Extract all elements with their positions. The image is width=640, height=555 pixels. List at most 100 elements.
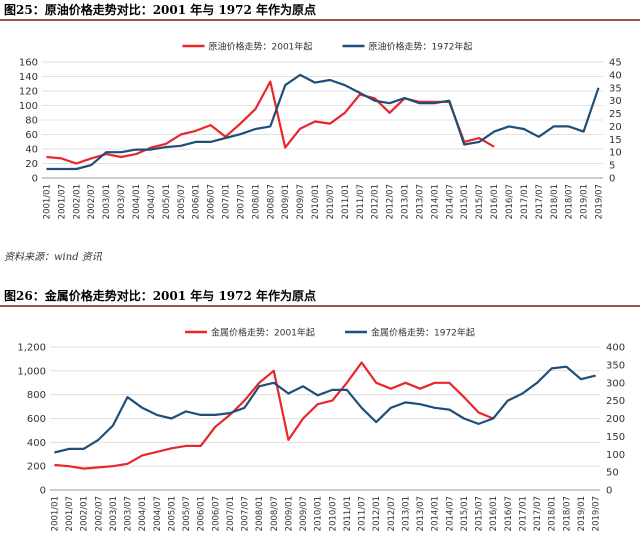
y-tick-label: 160 bbox=[19, 58, 38, 69]
y2-tick-label: 20 bbox=[609, 122, 622, 133]
y2-tick-label: 40 bbox=[609, 70, 622, 81]
y2-tick-label: 0 bbox=[609, 174, 615, 185]
x-tick-label: 2002/01 bbox=[72, 184, 82, 219]
y2-tick-label: 5 bbox=[609, 161, 615, 172]
x-tick-label: 2010/01 bbox=[314, 496, 324, 531]
x-tick-label: 2011/01 bbox=[341, 184, 351, 219]
series-line bbox=[54, 361, 494, 470]
x-tick-label: 2018/01 bbox=[550, 184, 560, 219]
x-tick-label: 2015/07 bbox=[475, 184, 485, 219]
x-tick-label: 2003/07 bbox=[124, 496, 134, 531]
y-tick-label: 0 bbox=[32, 174, 38, 185]
x-tick-label: 2003/01 bbox=[109, 496, 119, 531]
x-tick-label: 2018/07 bbox=[562, 496, 572, 531]
x-tick-label: 2005/01 bbox=[167, 496, 177, 531]
y-tick-label: 200 bbox=[27, 462, 46, 473]
series-line bbox=[46, 73, 600, 171]
x-tick-label: 2008/07 bbox=[266, 184, 276, 219]
x-tick-label: 2012/01 bbox=[371, 184, 381, 219]
x-tick-label: 2001/07 bbox=[57, 184, 67, 219]
x-tick-label: 2009/01 bbox=[284, 496, 294, 531]
x-tick-label: 2011/07 bbox=[356, 184, 366, 219]
y-tick-label: 0 bbox=[40, 486, 46, 497]
y-tick-label: 40 bbox=[25, 145, 38, 156]
y-tick-label: 80 bbox=[25, 116, 38, 127]
x-tick-label: 2010/07 bbox=[328, 496, 338, 531]
x-tick-label: 2013/01 bbox=[401, 496, 411, 531]
x-tick-label: 2016/01 bbox=[490, 184, 500, 219]
x-tick-label: 2002/07 bbox=[94, 496, 104, 531]
legend-label: 金属价格走势：1972年起 bbox=[371, 327, 475, 339]
x-tick-label: 2004/01 bbox=[132, 184, 142, 219]
y2-tick-label: 250 bbox=[606, 396, 625, 407]
x-tick-label: 2014/01 bbox=[430, 184, 440, 219]
x-tick-label: 2002/01 bbox=[80, 496, 90, 531]
figure-title: 图26：金属价格走势对比：2001 年与 1972 年作为原点 bbox=[4, 288, 316, 303]
x-tick-label: 2019/01 bbox=[577, 496, 587, 531]
x-tick-label: 2007/01 bbox=[222, 184, 232, 219]
x-tick-label: 2007/01 bbox=[226, 496, 236, 531]
x-tick-label: 2008/01 bbox=[251, 184, 261, 219]
x-tick-label: 2005/01 bbox=[162, 184, 172, 219]
x-tick-label: 2014/07 bbox=[445, 184, 455, 219]
y2-tick-label: 10 bbox=[609, 148, 622, 159]
x-tick-label: 2009/07 bbox=[299, 496, 309, 531]
y2-tick-label: 45 bbox=[609, 58, 622, 69]
y-tick-label: 20 bbox=[25, 159, 38, 170]
y-tick-label: 120 bbox=[19, 87, 38, 98]
x-tick-label: 2019/01 bbox=[580, 184, 590, 219]
series-line bbox=[54, 365, 596, 454]
x-tick-label: 2004/07 bbox=[147, 184, 157, 219]
x-tick-label: 2015/01 bbox=[460, 184, 470, 219]
x-tick-label: 2008/01 bbox=[255, 496, 265, 531]
x-tick-label: 2015/01 bbox=[460, 496, 470, 531]
x-tick-label: 2016/07 bbox=[504, 496, 514, 531]
legend-label: 原油价格走势：1972年起 bbox=[369, 41, 473, 53]
x-tick-label: 2006/01 bbox=[192, 184, 202, 219]
y2-tick-label: 350 bbox=[606, 360, 625, 371]
x-tick-label: 2006/01 bbox=[197, 496, 207, 531]
x-tick-label: 2013/07 bbox=[415, 184, 425, 219]
x-tick-label: 2017/01 bbox=[518, 496, 528, 531]
x-tick-label: 2007/07 bbox=[236, 184, 246, 219]
y2-tick-label: 15 bbox=[609, 135, 622, 146]
x-tick-label: 2009/07 bbox=[296, 184, 306, 219]
x-tick-label: 2019/07 bbox=[595, 184, 605, 219]
x-tick-label: 2018/01 bbox=[548, 496, 558, 531]
x-tick-label: 2005/07 bbox=[177, 184, 187, 219]
y-tick-label: 140 bbox=[19, 72, 38, 83]
y2-tick-label: 35 bbox=[609, 83, 622, 94]
y-tick-label: 60 bbox=[25, 130, 38, 141]
y2-tick-label: 100 bbox=[606, 450, 625, 461]
x-tick-label: 2001/01 bbox=[42, 184, 52, 219]
x-tick-label: 2003/01 bbox=[102, 184, 112, 219]
x-tick-label: 2004/01 bbox=[138, 496, 148, 531]
x-tick-label: 2016/07 bbox=[505, 184, 515, 219]
x-tick-label: 2010/07 bbox=[326, 184, 336, 219]
figure-title: 图25：原油价格走势对比：2001 年与 1972 年作为原点 bbox=[4, 2, 316, 17]
x-tick-label: 2001/01 bbox=[50, 496, 60, 531]
legend-label: 原油价格走势：2001年起 bbox=[209, 41, 313, 53]
x-tick-label: 2012/01 bbox=[372, 496, 382, 531]
x-tick-label: 2019/07 bbox=[592, 496, 602, 531]
x-tick-label: 2014/07 bbox=[445, 496, 455, 531]
x-tick-label: 2003/07 bbox=[117, 184, 127, 219]
x-tick-label: 2013/07 bbox=[416, 496, 426, 531]
x-tick-label: 2012/07 bbox=[386, 184, 396, 219]
x-tick-label: 2017/07 bbox=[533, 496, 543, 531]
y2-tick-label: 150 bbox=[606, 432, 625, 443]
x-tick-label: 2006/07 bbox=[211, 496, 221, 531]
series-line bbox=[46, 80, 495, 165]
x-tick-label: 2014/01 bbox=[431, 496, 441, 531]
x-tick-label: 2010/01 bbox=[311, 184, 321, 219]
y2-tick-label: 0 bbox=[606, 486, 612, 497]
y-tick-label: 1,000 bbox=[17, 366, 46, 377]
x-tick-label: 2013/01 bbox=[401, 184, 411, 219]
y2-tick-label: 300 bbox=[606, 378, 625, 389]
x-tick-label: 2007/07 bbox=[241, 496, 251, 531]
y-tick-label: 1,200 bbox=[17, 343, 46, 354]
x-tick-label: 2001/07 bbox=[65, 496, 75, 531]
y2-tick-label: 25 bbox=[609, 109, 622, 120]
y2-tick-label: 400 bbox=[606, 343, 625, 354]
